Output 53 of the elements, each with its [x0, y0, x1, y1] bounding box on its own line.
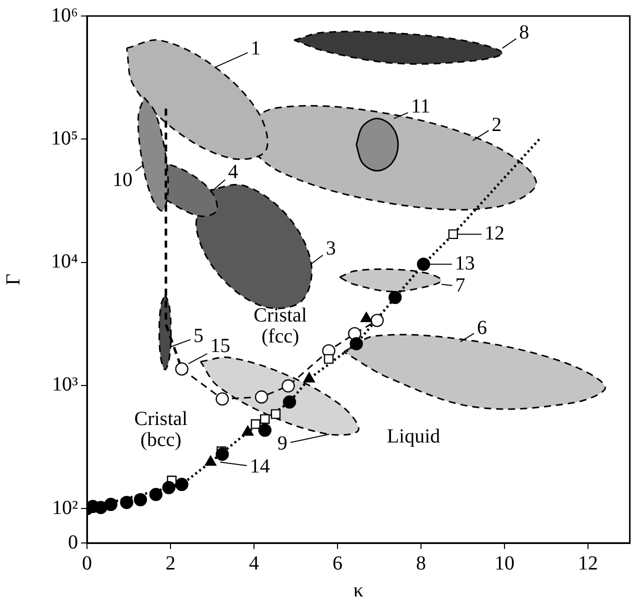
- annotation: 7: [455, 274, 466, 297]
- point: [388, 290, 402, 304]
- point: [448, 229, 458, 240]
- annotation: 13: [454, 252, 475, 274]
- x-tick-label: 2: [166, 552, 176, 574]
- y-axis-title: Γ: [2, 274, 24, 286]
- annotation: 9: [277, 432, 288, 454]
- annotation: 3: [326, 237, 336, 260]
- point: [324, 354, 334, 364]
- annotation: 8: [519, 21, 530, 44]
- point: [149, 488, 162, 502]
- annotation: 5: [193, 324, 204, 347]
- point: [134, 493, 148, 506]
- point: [260, 414, 270, 424]
- point: [162, 480, 176, 494]
- annotation: 15: [210, 334, 230, 357]
- y-tick-label: 10³: [52, 374, 78, 396]
- point: [120, 496, 134, 510]
- x-tick-label: 10: [494, 552, 515, 574]
- point: [258, 424, 272, 437]
- y-tick-label: 10⁴: [51, 250, 78, 273]
- annotation: Liquid: [386, 425, 440, 448]
- point: [104, 498, 118, 512]
- annotation: 2: [492, 114, 502, 136]
- point: [270, 409, 281, 419]
- y-tick-label: 10⁵: [51, 127, 78, 150]
- annotation: Cristal (bcc): [134, 408, 188, 451]
- annotation: 1: [250, 37, 261, 60]
- point: [242, 426, 254, 436]
- x-tick-label: 6: [332, 552, 343, 574]
- point: [416, 258, 430, 271]
- x-tick-label: 8: [416, 552, 426, 574]
- annotation: 14: [250, 456, 270, 478]
- annotation: 11: [410, 96, 430, 118]
- annotation: 10: [112, 169, 132, 192]
- point: [254, 390, 268, 404]
- y-tick-label: 10⁶: [51, 4, 78, 26]
- annotation: Cristal (fcc): [254, 304, 308, 348]
- point: [175, 478, 188, 491]
- x-tick-label: 12: [578, 552, 598, 574]
- x-axis-title: κ: [353, 579, 364, 602]
- y-tick-label: 10²: [52, 496, 78, 519]
- point: [282, 395, 296, 409]
- annotation: 12: [484, 222, 505, 244]
- annotation: 6: [476, 316, 487, 339]
- point: [250, 419, 261, 429]
- x-tick-label: 4: [249, 552, 260, 574]
- annotation: 4: [228, 161, 238, 184]
- y-tick-label: 0: [68, 531, 78, 554]
- point: [282, 379, 295, 392]
- point: [204, 456, 216, 466]
- point: [216, 448, 229, 461]
- point: [350, 337, 363, 350]
